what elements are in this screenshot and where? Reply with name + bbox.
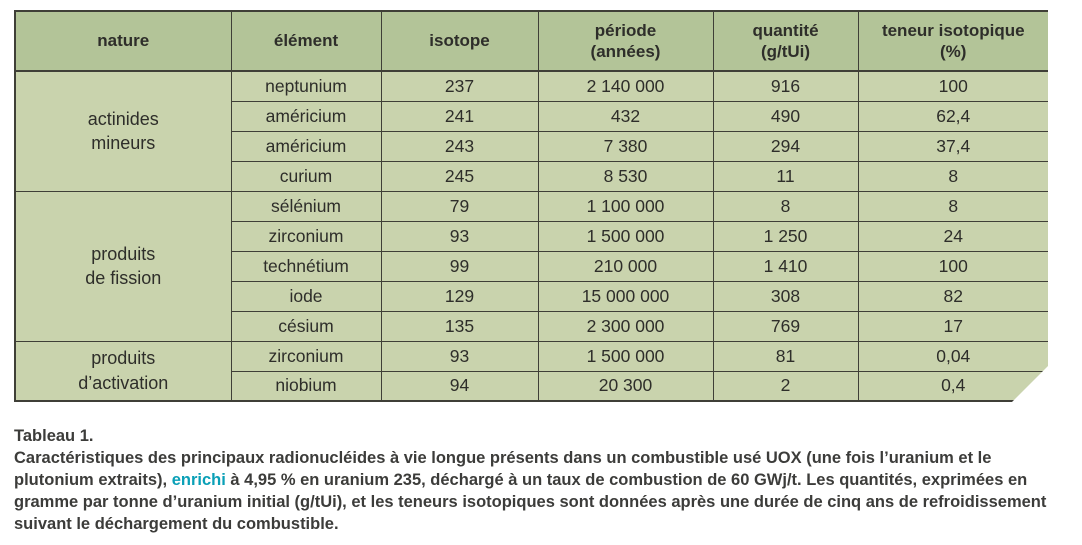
cell-quantite: 1 410	[713, 251, 858, 281]
caption-text-part2: à 4,95 % en uranium 235, déchargé à un t…	[14, 470, 1047, 533]
cell-teneur: 100	[858, 71, 1049, 101]
cell-isotope: 93	[381, 341, 538, 371]
cell-quantite: 11	[713, 161, 858, 191]
col-header-element: élément	[231, 11, 381, 71]
cell-periode: 1 100 000	[538, 191, 713, 221]
col-header-label: teneur isotopique	[881, 20, 1025, 40]
nature-line: mineurs	[91, 133, 156, 154]
cell-element: curium	[231, 161, 381, 191]
cell-element: niobium	[231, 371, 381, 401]
cell-nature: actinides mineurs	[15, 71, 231, 191]
cell-nature: produits de fission	[15, 191, 231, 341]
col-header-isotope: isotope	[381, 11, 538, 71]
cell-isotope: 135	[381, 311, 538, 341]
table-row: curium 245 8 530 11 8	[15, 161, 1049, 191]
caption-highlight: enrichi	[171, 470, 226, 489]
radionuclides-table-grid: nature élément isotope période (années) q…	[14, 10, 1050, 402]
table-row: américium 241 432 490 62,4	[15, 101, 1049, 131]
col-header-sublabel: (g/tUi)	[760, 42, 811, 61]
cell-periode: 2 300 000	[538, 311, 713, 341]
table-row: iode 129 15 000 000 308 82	[15, 281, 1049, 311]
cell-isotope: 245	[381, 161, 538, 191]
cell-isotope: 129	[381, 281, 538, 311]
cell-periode: 1 500 000	[538, 221, 713, 251]
cell-element: neptunium	[231, 71, 381, 101]
col-header-label: quantité	[752, 20, 819, 40]
nature-line: d’activation	[78, 372, 169, 393]
cell-quantite: 294	[713, 131, 858, 161]
col-header-label: isotope	[429, 31, 490, 51]
cell-isotope: 99	[381, 251, 538, 281]
cell-element: américium	[231, 131, 381, 161]
table-caption-title: Tableau 1.	[14, 427, 94, 445]
cell-periode: 2 140 000	[538, 71, 713, 101]
col-header-quantite: quantité (g/tUi)	[713, 11, 858, 71]
cell-teneur: 82	[858, 281, 1049, 311]
cell-periode: 15 000 000	[538, 281, 713, 311]
cell-element: sélénium	[231, 191, 381, 221]
cell-isotope: 241	[381, 101, 538, 131]
cell-quantite: 490	[713, 101, 858, 131]
cell-element: américium	[231, 101, 381, 131]
col-header-sublabel: (années)	[590, 42, 661, 61]
nature-line: produits	[91, 243, 156, 264]
table-row: produits de fission sélénium 79 1 100 00…	[15, 191, 1049, 221]
table-row: zirconium 93 1 500 000 1 250 24	[15, 221, 1049, 251]
cell-quantite: 8	[713, 191, 858, 221]
col-header-label: période	[594, 20, 657, 40]
cell-periode: 7 380	[538, 131, 713, 161]
cell-quantite: 916	[713, 71, 858, 101]
col-header-label: élément	[273, 31, 339, 51]
cell-isotope: 243	[381, 131, 538, 161]
col-header-nature: nature	[15, 11, 231, 71]
cell-periode: 432	[538, 101, 713, 131]
header-row: nature élément isotope période (années) q…	[15, 11, 1049, 71]
table-row: césium 135 2 300 000 769 17	[15, 311, 1049, 341]
table-row: niobium 94 20 300 2 0,4	[15, 371, 1049, 401]
cell-periode: 8 530	[538, 161, 713, 191]
table-row: produits d’activation zirconium 93 1 500…	[15, 341, 1049, 371]
col-header-teneur: teneur isotopique (%)	[858, 11, 1049, 71]
cell-quantite: 1 250	[713, 221, 858, 251]
col-header-periode: période (années)	[538, 11, 713, 71]
cell-nature: produits d’activation	[15, 341, 231, 401]
cell-quantite: 308	[713, 281, 858, 311]
cell-teneur: 0,04	[858, 341, 1049, 371]
cell-teneur: 37,4	[858, 131, 1049, 161]
cell-quantite: 769	[713, 311, 858, 341]
table-row: américium 243 7 380 294 37,4	[15, 131, 1049, 161]
caption-text-part1: Caractéristiques des principaux radionuc…	[14, 448, 992, 489]
cell-isotope: 237	[381, 71, 538, 101]
cell-isotope: 94	[381, 371, 538, 401]
cell-teneur: 100	[858, 251, 1049, 281]
cell-element: zirconium	[231, 221, 381, 251]
cell-teneur: 24	[858, 221, 1049, 251]
cell-periode: 20 300	[538, 371, 713, 401]
cell-teneur: 8	[858, 161, 1049, 191]
table-caption-text: Caractéristiques des principaux radionuc…	[14, 448, 1070, 536]
cell-element: technétium	[231, 251, 381, 281]
cell-element: iode	[231, 281, 381, 311]
nature-line: de fission	[85, 268, 162, 288]
cell-element: zirconium	[231, 341, 381, 371]
cell-teneur: 17	[858, 311, 1049, 341]
radionuclides-table: nature élément isotope période (années) q…	[14, 10, 1048, 402]
cell-quantite: 2	[713, 371, 858, 401]
table-row: technétium 99 210 000 1 410 100	[15, 251, 1049, 281]
table-caption: Tableau 1. Caractéristiques des principa…	[14, 426, 1070, 536]
cell-quantite: 81	[713, 341, 858, 371]
nature-line: actinides	[87, 108, 159, 129]
cell-element: césium	[231, 311, 381, 341]
cell-isotope: 93	[381, 221, 538, 251]
cell-isotope: 79	[381, 191, 538, 221]
col-header-sublabel: (%)	[940, 42, 967, 61]
cell-teneur: 0,4	[858, 371, 1049, 401]
table-row: actinides mineurs neptunium 237 2 140 00…	[15, 71, 1049, 101]
nature-line: produits	[91, 348, 156, 369]
cell-periode: 210 000	[538, 251, 713, 281]
cell-periode: 1 500 000	[538, 341, 713, 371]
col-header-label: nature	[97, 31, 150, 51]
cell-teneur: 62,4	[858, 101, 1049, 131]
cell-teneur: 8	[858, 191, 1049, 221]
